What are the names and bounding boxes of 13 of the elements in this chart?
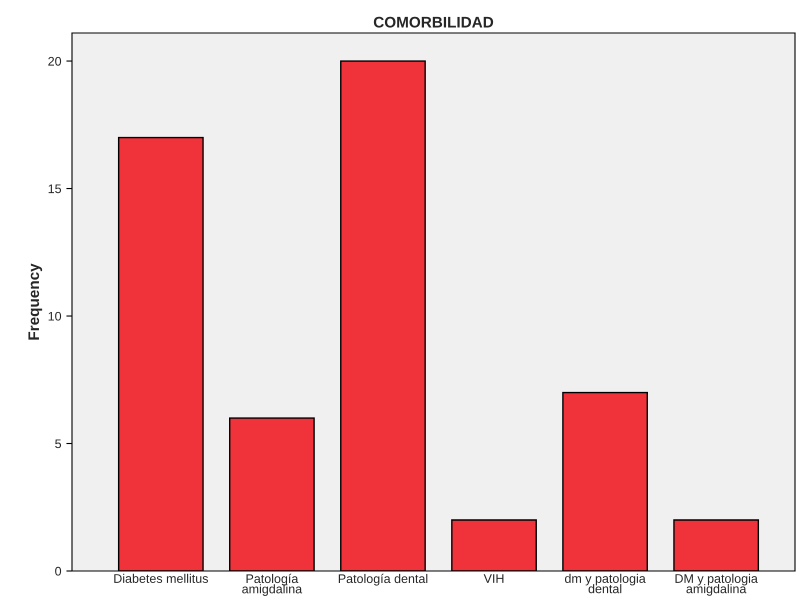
y-tick-label: 5 bbox=[55, 439, 62, 448]
x-tick-label: VIH bbox=[484, 574, 504, 583]
y-tick-label: 10 bbox=[48, 312, 62, 321]
y-tick-label: 15 bbox=[48, 184, 62, 194]
x-tick-label: DM y patologia amigdalina bbox=[675, 574, 758, 596]
x-tick-label: Diabetes mellitus bbox=[114, 574, 208, 583]
y-tick-label: 0 bbox=[55, 566, 62, 576]
x-tick-label: Patología dental bbox=[338, 574, 428, 586]
chart-title: COMORBILIDAD bbox=[374, 16, 494, 28]
x-tick-label: Patología amigdalina bbox=[242, 574, 302, 596]
y-tick-label: 20 bbox=[48, 56, 62, 66]
x-tick-label: dm y patologia dental bbox=[564, 574, 646, 594]
y-axis-title: Frequency bbox=[28, 263, 42, 340]
